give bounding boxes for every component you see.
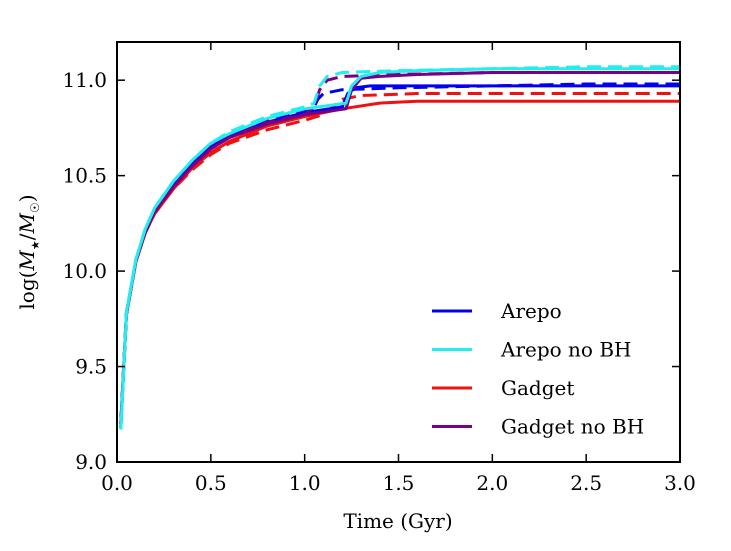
y-tick-label: 10.5 bbox=[62, 164, 107, 188]
x-tick-label: 0.5 bbox=[195, 471, 227, 495]
x-tick-label: 1.5 bbox=[383, 471, 415, 495]
y-tick-label: 11.0 bbox=[62, 68, 107, 92]
legend-label: Gadget no BH bbox=[501, 415, 644, 439]
y-label-m2: M bbox=[15, 212, 39, 234]
y-label-close: ) bbox=[15, 194, 39, 202]
y-tick-label: 9.5 bbox=[75, 355, 107, 379]
x-tick-label: 2.5 bbox=[570, 471, 602, 495]
y-label-sun: ☉ bbox=[28, 202, 42, 213]
legend-label: Arepo no BH bbox=[500, 338, 631, 362]
y-tick-label: 10.0 bbox=[62, 259, 107, 283]
y-label-slash: / bbox=[15, 233, 39, 240]
x-tick-label: 0.0 bbox=[101, 471, 133, 495]
y-label-log: log( bbox=[15, 271, 39, 310]
legend-label: Arepo bbox=[500, 299, 562, 323]
legend: Arepo Arepo no BH Gadget Gadget no BH bbox=[432, 299, 644, 439]
legend-label: Gadget bbox=[501, 376, 574, 400]
x-tick-label: 3.0 bbox=[664, 471, 696, 495]
tick-layer: 0.0 0.5 1.0 1.5 2.0 2.5 3.0 9.0 9.5 10.0 10.5 11.0 bbox=[62, 42, 696, 495]
y-tick-label: 9.0 bbox=[75, 450, 107, 474]
x-tick-label: 1.0 bbox=[289, 471, 321, 495]
y-label-star: ★ bbox=[29, 240, 42, 250]
x-axis-label: Time (Gyr) bbox=[343, 509, 452, 533]
y-label-m: M bbox=[15, 250, 39, 272]
y-axis-label: log(M★/M☉) bbox=[15, 194, 42, 309]
series-line-arepo-no-bh-dashed bbox=[119, 65, 680, 430]
x-tick-label: 2.0 bbox=[476, 471, 508, 495]
series-layer bbox=[119, 65, 680, 430]
